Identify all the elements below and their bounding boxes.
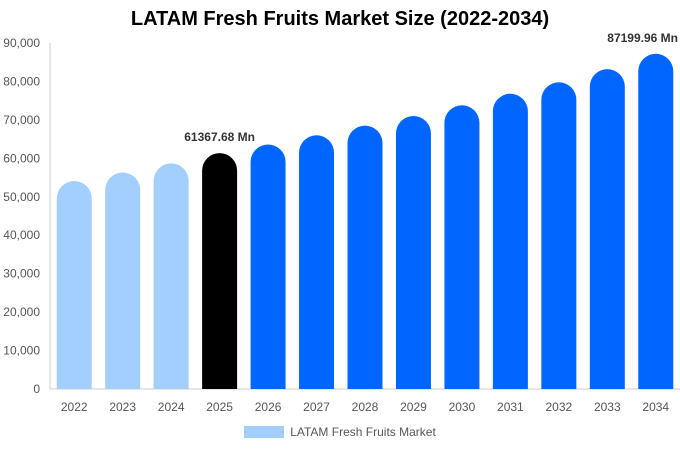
y-tick-label: 50,000 [3, 190, 40, 204]
x-tick-label: 2032 [545, 400, 572, 414]
data-label-2025: 61367.68 Mn [184, 130, 255, 144]
bar-2023[interactable] [105, 172, 141, 389]
x-tick-label: 2027 [303, 400, 330, 414]
y-tick-label: 70,000 [3, 113, 40, 127]
data-labels: 61367.68 Mn 87199.96 Mn [184, 31, 678, 144]
x-tick-label: 2033 [594, 400, 621, 414]
x-tick-label: 2024 [158, 400, 185, 414]
bar-2032[interactable] [541, 82, 577, 390]
x-tick-label: 2030 [449, 400, 476, 414]
bar-2034[interactable] [638, 53, 674, 390]
bar-series [56, 53, 674, 390]
data-label-2034: 87199.96 Mn [607, 31, 678, 45]
x-tick-label: 2028 [352, 400, 379, 414]
y-tick-label: 80,000 [3, 74, 40, 88]
bar-2027[interactable] [299, 135, 335, 389]
legend-label: LATAM Fresh Fruits Market [290, 425, 436, 439]
x-axis: 2022 2023 2024 2025 2026 2027 2028 2029 2030 2031… [50, 388, 680, 414]
legend[interactable]: LATAM Fresh Fruits Market [0, 425, 680, 439]
y-tick-label: 20,000 [3, 305, 40, 319]
chart-title: LATAM Fresh Fruits Market Size (2022-203… [130, 8, 550, 30]
bar-2025[interactable] [202, 153, 238, 389]
bar-2026[interactable] [250, 144, 286, 389]
x-tick-label: 2026 [255, 400, 282, 414]
legend-swatch [244, 426, 285, 438]
y-tick-label: 10,000 [3, 344, 40, 358]
y-tick-label: 60,000 [3, 151, 40, 165]
y-tick-label: 30,000 [3, 267, 40, 281]
x-tick-label: 2023 [109, 400, 136, 414]
y-tick-label: 0 [33, 382, 40, 396]
x-tick-label: 2022 [61, 400, 88, 414]
x-tick-label: 2025 [206, 400, 233, 414]
bar-2030[interactable] [444, 105, 480, 389]
bar-2033[interactable] [589, 69, 625, 390]
y-tick-label: 90,000 [3, 36, 40, 50]
bar-2022[interactable] [56, 181, 92, 389]
y-tick-label: 40,000 [3, 228, 40, 242]
x-tick-label: 2031 [497, 400, 524, 414]
bar-2024[interactable] [153, 163, 189, 389]
x-tick-label: 2034 [642, 400, 669, 414]
bar-2028[interactable] [347, 125, 383, 389]
bar-2031[interactable] [492, 93, 528, 390]
bar-2029[interactable] [395, 116, 431, 389]
y-axis: 0 10,000 20,000 30,000 40,000 50,000 60,000 70,… [3, 36, 51, 396]
x-tick-label: 2029 [400, 400, 427, 414]
